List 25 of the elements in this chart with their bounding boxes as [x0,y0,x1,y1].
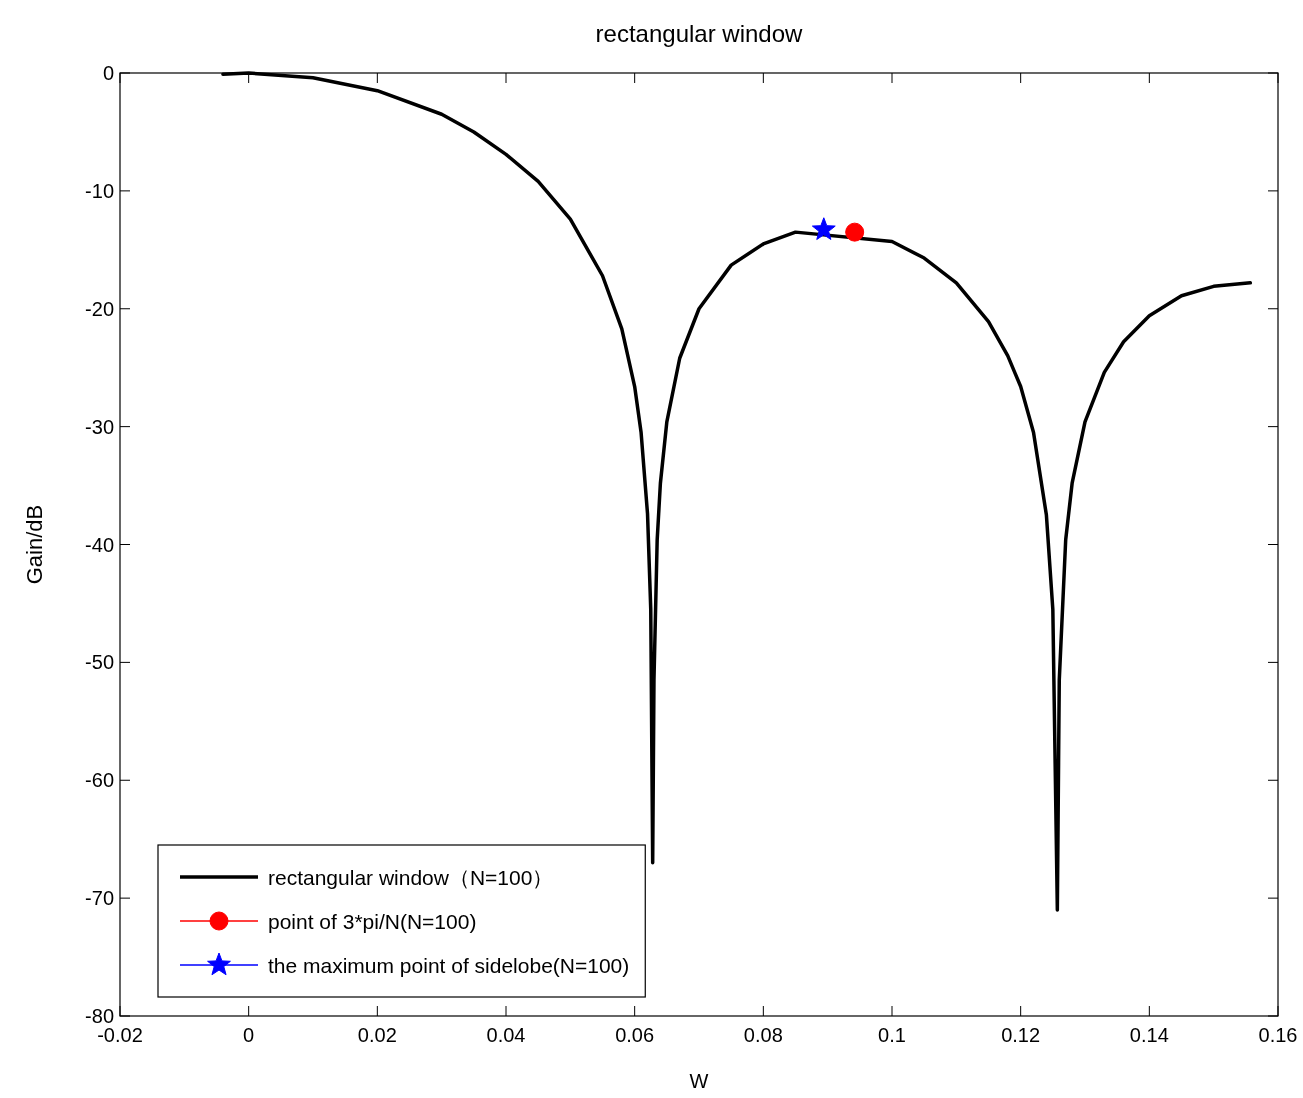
x-tick-label: 0.04 [486,1024,526,1046]
y-tick-label: -30 [85,415,114,438]
y-tick-label: -50 [85,651,114,674]
chart-title: rectangular window [595,20,804,47]
y-axis-title: Gain/dB [22,504,47,585]
x-tick-label: 0.02 [357,1024,397,1046]
x-tick-label: 0.12 [1001,1024,1041,1046]
x-tick-label: 0.1 [878,1024,906,1046]
y-tick-label: 0 [102,62,114,84]
x-tick-label: 0.16 [1258,1024,1298,1046]
y-tick-label: -20 [85,297,114,320]
x-tick-label: -0.02 [97,1024,143,1046]
legend-label: point of 3*pi/N(N=100) [268,910,477,933]
x-tick-label: 0 [243,1024,255,1046]
legend-label: rectangular window（N=100） [268,866,554,889]
y-tick-label: -80 [85,1005,114,1027]
y-tick-label: -70 [85,887,114,910]
x-tick-label: 0.06 [615,1024,655,1046]
y-tick-label: -10 [85,179,114,202]
x-tick-label: 0.14 [1129,1024,1169,1046]
x-tick-label: 0.08 [743,1024,783,1046]
y-tick-label: -40 [85,533,114,556]
x-axis-title: W [689,1070,709,1092]
y-tick-label: -60 [85,769,114,792]
legend-label: the maximum point of sidelobe(N=100) [268,954,630,977]
